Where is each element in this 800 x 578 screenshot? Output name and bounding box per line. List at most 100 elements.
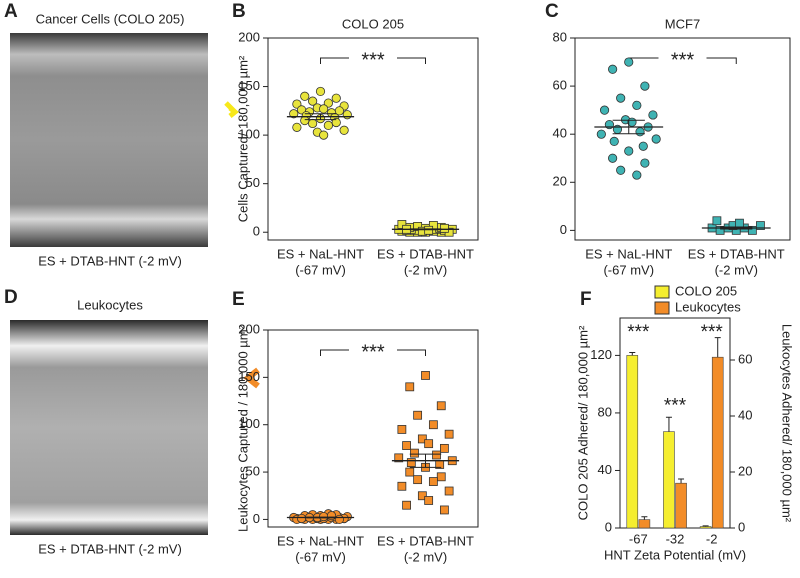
y-tick-label: 0 xyxy=(253,224,260,239)
data-point xyxy=(616,93,626,103)
panel-letter: A xyxy=(4,1,18,22)
image-title: Cancer Cells (COLO 205) xyxy=(36,11,185,26)
bar xyxy=(699,526,712,529)
chart-title: MCF7 xyxy=(665,16,700,31)
x-tick-label: ES + DTAB-HNT xyxy=(688,246,785,261)
image-caption: ES + DTAB-HNT (-2 mV) xyxy=(38,253,182,268)
data-point xyxy=(405,382,415,392)
x-tick-label: ES + NaL-HNT xyxy=(585,246,672,261)
data-point xyxy=(439,505,449,515)
y-tick-label: 40 xyxy=(553,126,567,141)
data-point xyxy=(342,110,352,120)
legend-swatch xyxy=(654,301,670,315)
annotation-bg xyxy=(349,341,397,359)
bar xyxy=(675,482,687,529)
data-point xyxy=(609,136,619,147)
data-point xyxy=(315,86,326,97)
data-point xyxy=(651,134,661,144)
data-point xyxy=(413,222,423,231)
legend-label: COLO 205 xyxy=(675,283,737,298)
x-tick-label: (-67 mV) xyxy=(295,549,346,564)
data-point xyxy=(319,130,329,140)
plot-frame xyxy=(619,317,731,529)
error-bar xyxy=(665,416,672,432)
data-point xyxy=(308,118,318,129)
data-point xyxy=(424,496,434,505)
y2-tick-label: 0 xyxy=(738,519,745,534)
data-point xyxy=(296,513,307,524)
y-tick-label: 100 xyxy=(238,127,260,142)
data-point xyxy=(608,153,618,163)
x-tick-label: ES + DTAB-HNT xyxy=(377,246,474,261)
annotation: *** xyxy=(627,322,650,343)
error-bar xyxy=(678,478,685,484)
data-point xyxy=(300,91,310,101)
x-tick-label: -67 xyxy=(629,531,648,546)
data-point xyxy=(319,511,329,522)
y-tick-label: 80 xyxy=(598,404,612,419)
data-point xyxy=(735,218,744,228)
y-tick-label: 150 xyxy=(238,369,260,384)
legend-swatch xyxy=(654,285,670,299)
bar xyxy=(711,356,724,529)
bar xyxy=(626,355,639,529)
y-tick-label: 0 xyxy=(605,519,612,534)
data-point xyxy=(424,439,434,449)
arrow xyxy=(224,101,240,118)
annotation: *** xyxy=(361,341,385,363)
y2-axis-label: Leukocytes Adhered/ 180,000 µm² xyxy=(780,324,795,523)
image-caption: ES + DTAB-HNT (-2 mV) xyxy=(38,541,182,556)
data-point xyxy=(632,100,642,110)
data-point xyxy=(413,410,423,420)
data-point xyxy=(331,117,341,128)
panel-letter: E xyxy=(232,289,245,310)
data-point xyxy=(436,472,446,482)
y-tick-label: 0 xyxy=(253,511,260,526)
chart-title: COLO 205 xyxy=(342,16,404,31)
annotation: *** xyxy=(701,322,724,343)
x-tick-label: (-2 mV) xyxy=(404,549,447,564)
data-point xyxy=(635,127,645,137)
y2-tick-label: 40 xyxy=(738,407,752,422)
x-tick-label: ES + NaL-HNT xyxy=(277,533,364,548)
panel-letter: F xyxy=(580,289,592,310)
y-tick-label: 60 xyxy=(553,78,567,93)
data-point xyxy=(323,120,333,131)
data-point xyxy=(640,158,650,168)
data-point xyxy=(444,429,454,439)
annotation: *** xyxy=(664,395,687,416)
data-point xyxy=(608,64,618,74)
annotation: *** xyxy=(361,49,385,71)
error-bar xyxy=(702,525,709,527)
x-tick-label: ES + DTAB-HNT xyxy=(377,533,474,548)
y-axis-label: COLO 205 Adhered/ 180,000 µm² xyxy=(575,325,590,520)
panel-letter: B xyxy=(232,1,246,22)
y-tick-label: 20 xyxy=(553,174,567,189)
y-tick-label: 100 xyxy=(238,416,260,431)
y-axis-label: Leukocytes Captured / 180,000 µm² xyxy=(235,324,250,532)
data-point xyxy=(406,458,416,467)
data-point xyxy=(319,104,329,114)
sem-bar xyxy=(409,228,442,231)
legend-label: Leukocytes xyxy=(675,299,741,314)
data-point xyxy=(640,81,650,91)
x-tick-label: -32 xyxy=(666,531,685,546)
y-tick-label: 120 xyxy=(590,347,612,362)
x-tick-label: (-67 mV) xyxy=(295,262,346,277)
data-point xyxy=(432,450,441,460)
data-point xyxy=(444,486,454,496)
x-tick-label: (-2 mV) xyxy=(715,262,758,277)
data-point xyxy=(326,511,337,521)
panel-letter: D xyxy=(4,287,18,308)
data-point xyxy=(292,122,302,132)
data-point xyxy=(638,141,648,151)
data-point xyxy=(596,129,606,139)
data-point xyxy=(624,57,634,67)
y2-tick-label: 20 xyxy=(738,463,752,478)
data-point xyxy=(428,420,438,430)
data-point xyxy=(339,125,349,135)
data-point xyxy=(428,477,438,486)
x-axis-label: HNT Zeta Potential (mV) xyxy=(604,547,746,562)
sem-bar xyxy=(304,113,337,121)
data-point xyxy=(417,491,427,501)
